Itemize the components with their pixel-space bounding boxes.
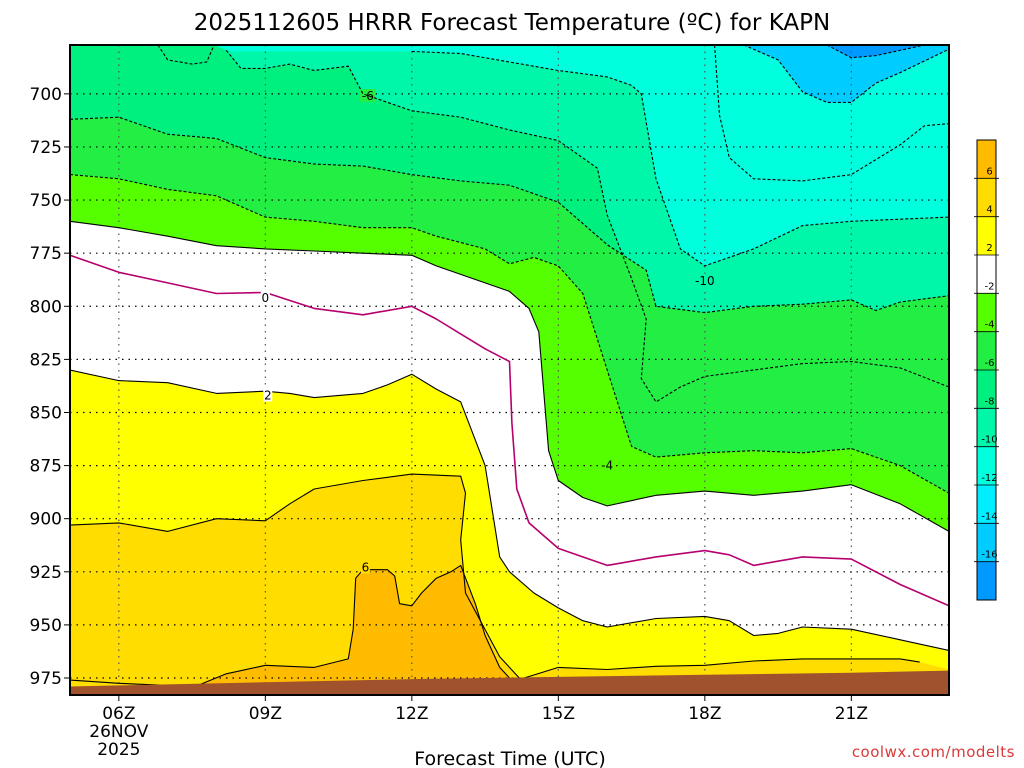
- band-4-to-6: [70, 474, 949, 695]
- contour-line-2-4: [70, 369, 949, 651]
- y-tick-label-875: 875: [30, 457, 62, 477]
- contour-label--6: -6: [362, 89, 374, 103]
- colorbar-label-6: -8: [985, 396, 995, 407]
- colorbar-label-2: 2: [986, 243, 992, 254]
- contour-label-bg-0: [260, 290, 270, 304]
- contour-lines: 6 2 0 -4 -6 -10: [70, 45, 949, 687]
- x-tick-date: 26NOV: [89, 722, 148, 742]
- plot-frame: [69, 44, 950, 696]
- x-tick-label-12Z: 12Z: [395, 704, 428, 724]
- colorbar-segment-1: [977, 178, 996, 217]
- colorbar-label-9: -14: [981, 511, 997, 522]
- contour-line-4-2: [70, 473, 520, 679]
- y-tick-label-900: 900: [30, 510, 62, 530]
- contour-line--2-6: [70, 220, 949, 532]
- colorbar-segment-11: [977, 561, 996, 600]
- colorbar-label-10: -16: [981, 550, 997, 561]
- contour-label-bg--4: [599, 458, 616, 472]
- grid-lines: [70, 45, 949, 695]
- colorbar-label-0: 6: [986, 166, 992, 177]
- contour-label-6: 6: [362, 561, 370, 575]
- colorbar: 6 4 2 -2 -4 -6 -8 -10 -12 -14 -16: [974, 139, 999, 601]
- credit-text: coolwx.com/modelts: [852, 743, 1015, 761]
- contour-line--8-10: [157, 45, 215, 65]
- contour-line--12-12: [714, 45, 949, 182]
- colorbar-label-3: -2: [985, 281, 995, 292]
- x-tick-label-15Z: 15Z: [542, 704, 575, 724]
- contour-label-bg-6: [360, 560, 370, 574]
- contour-label-bg--10: [693, 273, 717, 287]
- colorbar-segment-8: [977, 446, 996, 485]
- y-tick-label-850: 850: [30, 403, 62, 423]
- x-axis-label: Forecast Time (UTC): [414, 748, 605, 768]
- x-tick-label-09Z: 09Z: [249, 704, 282, 724]
- x-tick-label-21Z: 21Z: [835, 704, 868, 724]
- cold-region-1: [826, 45, 925, 58]
- axes: 97595092590087585082580077575072570006Z2…: [30, 85, 868, 760]
- contour-line-6: [196, 564, 510, 687]
- x-tick-label-18Z: 18Z: [688, 704, 721, 724]
- colorbar-label-7: -10: [981, 435, 997, 446]
- contour-line--16-14: [826, 45, 925, 59]
- contour-line--14-13: [743, 45, 949, 103]
- colorbar-segment-9: [977, 485, 996, 524]
- colorbar-segment-2: [977, 216, 996, 255]
- cold-region-0: [743, 45, 949, 103]
- y-tick-label-725: 725: [30, 138, 62, 158]
- y-tick-label-975: 975: [30, 669, 62, 689]
- y-tick-label-950: 950: [30, 616, 62, 636]
- contour-label-0: 0: [262, 291, 270, 305]
- y-tick-label-800: 800: [30, 297, 62, 317]
- y-tick-label-825: 825: [30, 350, 62, 370]
- contour-label--4: -4: [601, 459, 613, 473]
- colorbar-segment-0: [977, 140, 996, 179]
- colorbar-segment-10: [977, 523, 996, 562]
- cold-region-2: [157, 45, 215, 65]
- chart-title: 2025112605 HRRR Forecast Temperature (ºC…: [194, 10, 830, 36]
- contour-line--6-8: [70, 116, 949, 314]
- contour-line--10-11: [411, 50, 949, 267]
- colorbar-label-8: -12: [981, 473, 997, 484]
- colorbar-segment-7: [977, 408, 996, 447]
- contour-line--8-9: [225, 49, 949, 403]
- colorbar-segment-5: [977, 331, 996, 370]
- contour-label--10: -10: [695, 274, 715, 288]
- y-tick-label-925: 925: [30, 563, 62, 583]
- colorbar-label-5: -6: [985, 358, 995, 369]
- colorbar-label-4: -4: [985, 320, 995, 331]
- y-tick-label-775: 775: [30, 244, 62, 264]
- contour-label-2: 2: [264, 388, 272, 402]
- x-tick-year: 2025: [97, 740, 140, 760]
- colorbar-segment-4: [977, 293, 996, 332]
- contour-label-bg--6: [359, 88, 376, 102]
- colorbar-segment-6: [977, 370, 996, 409]
- colorbar-label-1: 4: [986, 205, 992, 216]
- ground-fill: [70, 670, 949, 695]
- contour-label-bg-2: [263, 388, 273, 402]
- x-tick-label-06Z: 06Z: [102, 704, 135, 724]
- ground-surface: [70, 670, 949, 695]
- colorbar-segment-3: [977, 255, 996, 294]
- contour-line--4-7: [70, 174, 949, 494]
- y-tick-label-750: 750: [30, 191, 62, 211]
- contour-line-4-3: [524, 658, 920, 679]
- y-tick-label-700: 700: [30, 85, 62, 105]
